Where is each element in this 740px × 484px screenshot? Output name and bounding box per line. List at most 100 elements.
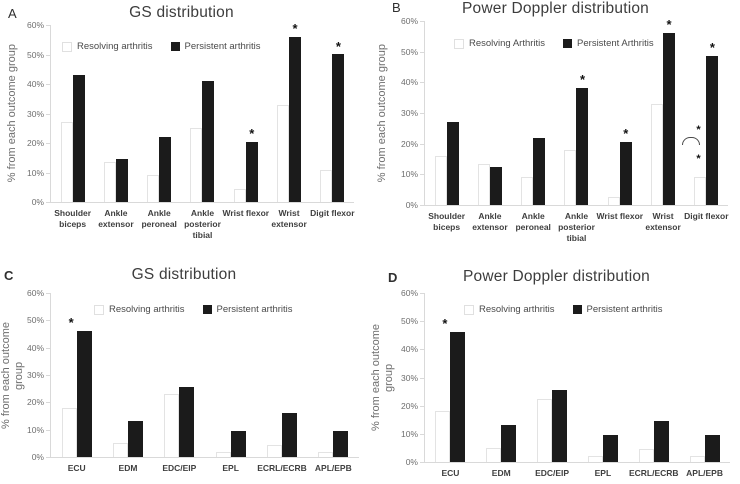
- chart-title-b: Power Doppler distribution: [462, 0, 649, 17]
- y-tick-label: 20%: [26, 138, 44, 148]
- y-tick-mark: [46, 54, 50, 56]
- y-tick-label: 60%: [26, 20, 44, 30]
- y-tick-label: 0%: [31, 452, 44, 462]
- panel-letter-a: A: [8, 6, 17, 21]
- x-category-label: EDC/EIP: [535, 468, 570, 478]
- chart-panel-c: C GS distribution * ECU EDM EDC/EIP EPL ECRL/…: [0, 258, 370, 484]
- y-tick-mark: [46, 202, 50, 203]
- legend-label: Resolving arthritis: [109, 304, 185, 315]
- legend: Resolving arthritis Persistent arthritis: [62, 41, 261, 52]
- bar-persistent: [706, 56, 719, 205]
- bar-group: EDC/EIP: [527, 293, 578, 478]
- bar-group: Ankle peroneal: [138, 25, 181, 229]
- bar-persistent: [576, 88, 589, 205]
- bar-group: * Wrist extensor: [641, 17, 684, 232]
- y-tick-label: 10%: [26, 167, 44, 178]
- bar-pair: [308, 431, 359, 457]
- x-category-label: Ankle posterior tibial: [558, 211, 595, 244]
- bar-resolving: [435, 411, 451, 462]
- bar-pair: [468, 164, 511, 205]
- bar-pair: [181, 81, 224, 202]
- significance-asterisk: *: [68, 315, 74, 331]
- bracket-asterisk-bottom: *: [696, 152, 701, 165]
- bar-persistent: [202, 81, 215, 202]
- x-category-label: Digit flexor: [684, 211, 729, 221]
- y-tick-mark: [420, 321, 424, 323]
- y-tick-mark: [46, 429, 50, 431]
- legend-label: Persistent Arthritis: [577, 38, 654, 49]
- bar-pair: [51, 75, 94, 202]
- persistent-swatch-icon: [563, 39, 573, 48]
- y-tick-label: 30%: [400, 108, 418, 118]
- significance-asterisk: *: [579, 72, 586, 88]
- y-axis-label-text: % from each outcome group: [6, 44, 19, 183]
- bar-pair: [598, 142, 641, 205]
- x-category-label: Digit flexor: [310, 208, 355, 218]
- significance-asterisk: *: [442, 316, 448, 332]
- bar-resolving: [190, 128, 203, 202]
- bar-pair: [578, 435, 629, 462]
- y-tick-label: 40%: [26, 342, 44, 353]
- bar-persistent: [653, 421, 669, 462]
- bar-pair: [311, 54, 354, 202]
- legend-label: Resolving Arthritis: [469, 38, 546, 49]
- resolving-swatch-icon: [464, 304, 474, 315]
- legend-item-resolving: Resolving arthritis: [464, 304, 555, 315]
- chart-panel-a: A GS distribution Shoulder biceps Ankle e…: [0, 0, 370, 258]
- bar-pair: [555, 88, 598, 205]
- bar-pair: [256, 413, 307, 457]
- legend-item-persistent: Persistent arthritis: [170, 41, 261, 52]
- bar-resolving: [537, 399, 553, 462]
- bar-group: APL/EPB: [308, 293, 359, 473]
- chart-title-a: GS distribution: [129, 4, 234, 21]
- y-tick-label: 50%: [400, 316, 418, 327]
- y-tick-mark: [420, 433, 424, 435]
- bar-resolving: [164, 394, 180, 457]
- bar-pair: [154, 387, 205, 457]
- x-category-label: ECRL/ECRB: [628, 468, 679, 478]
- y-tick-label: 10%: [26, 424, 44, 435]
- x-category-label: Wrist flexor: [596, 211, 644, 221]
- y-axis-label-text: % from each outcome group: [376, 43, 389, 183]
- y-tick-label: 10%: [400, 428, 418, 439]
- bar-resolving: [103, 162, 116, 202]
- bar-persistent: [76, 331, 92, 457]
- x-category-label: Ankle peroneal: [515, 211, 551, 233]
- bar-resolving: [564, 150, 577, 205]
- bar-group: Ankle extensor: [94, 25, 137, 229]
- bar-pair: [527, 390, 578, 462]
- bar-group: ECRL/ECRB: [256, 293, 307, 473]
- x-category-label: Ankle posterior tibial: [184, 208, 221, 241]
- y-tick-label: 30%: [26, 108, 44, 119]
- y-tick-label: 50%: [400, 46, 418, 57]
- y-tick-mark: [46, 347, 50, 349]
- bar-group: * Wrist flexor: [222, 25, 269, 218]
- bar-group: Shoulder biceps: [425, 21, 468, 232]
- bar-resolving: [60, 122, 73, 202]
- bar-group: EDM: [102, 293, 153, 473]
- x-category-label: ECRL/ECRB: [257, 463, 307, 473]
- bar-group: EPL: [205, 293, 256, 473]
- bar-group: Ankle posterior tibial: [181, 25, 224, 240]
- bar-resolving: [638, 449, 654, 462]
- significance-asterisk: *: [709, 40, 715, 56]
- bar-group: Ankle extensor: [468, 21, 511, 232]
- bar-group: EPL: [578, 293, 629, 478]
- resolving-swatch-icon: [94, 304, 104, 315]
- bar-persistent: [281, 413, 297, 457]
- bar-resolving: [320, 170, 333, 202]
- plot-area: Shoulder biceps Ankle extensor Ankle peron…: [424, 17, 729, 243]
- bar-persistent: [159, 137, 172, 202]
- legend-item-persistent: Persistent Arthritis: [563, 38, 654, 49]
- significance-asterisk: *: [666, 17, 672, 33]
- y-tick-mark: [46, 402, 50, 404]
- plot-area: * ECU EDM EDC/EIP EPL ECRL/ECRB APL/EPB: [50, 293, 359, 473]
- x-category-label: Ankle peroneal: [141, 208, 177, 230]
- y-tick-label: 20%: [400, 138, 418, 149]
- bar-group: * Wrist flexor: [596, 21, 643, 221]
- y-tick-label: 10%: [400, 169, 418, 180]
- bar-persistent: [289, 37, 302, 202]
- y-tick-label: 30%: [26, 370, 44, 380]
- y-tick-label: 0%: [405, 200, 418, 210]
